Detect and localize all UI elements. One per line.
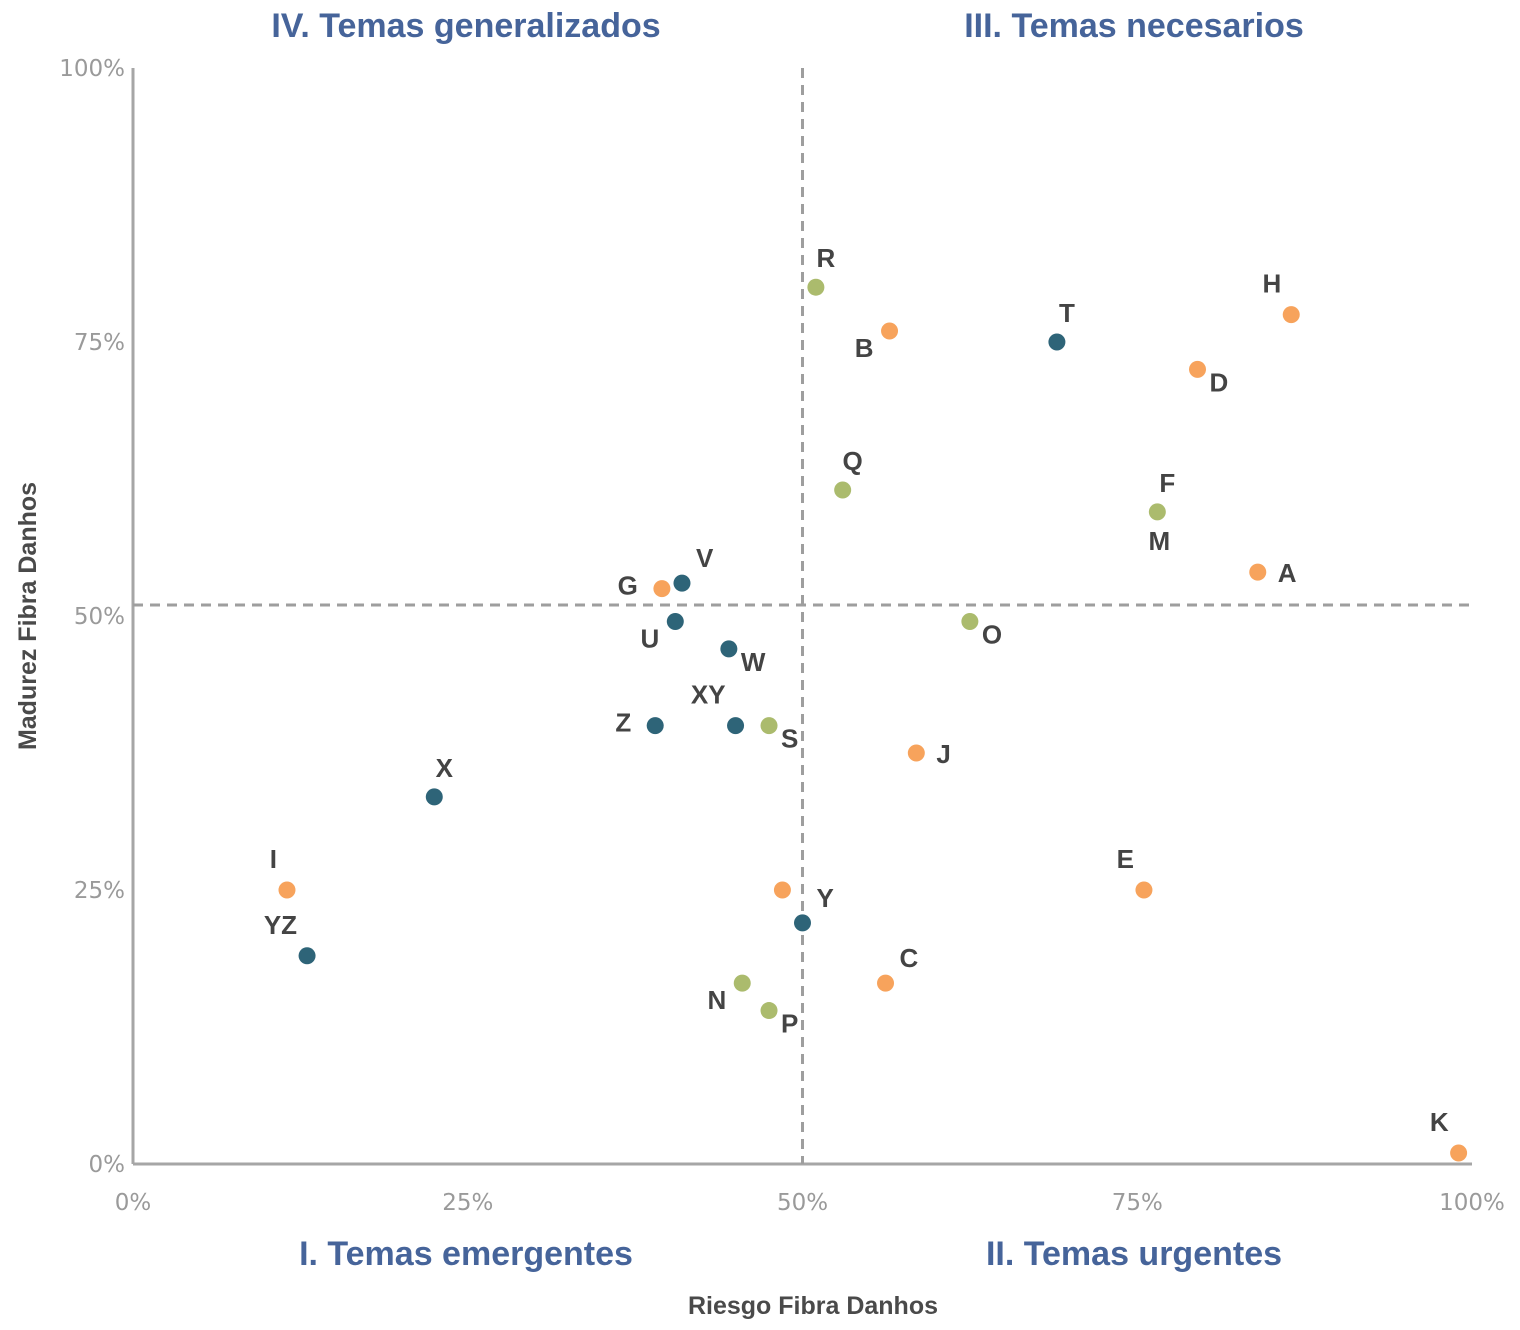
point-a (1249, 563, 1267, 581)
point-h (1282, 306, 1300, 324)
point-label-g: G (618, 571, 638, 601)
y-tick-label: 25% (74, 878, 125, 904)
point-o (961, 612, 979, 630)
point-j (907, 744, 925, 762)
point-z (646, 717, 664, 735)
quadrant-title-bottom-right: II. Temas urgentes (986, 1235, 1282, 1273)
point-label-p: P (781, 1009, 798, 1039)
point-x (425, 788, 443, 806)
point-d (1189, 360, 1207, 378)
point-label-x: X (436, 753, 454, 783)
point-s (760, 717, 778, 735)
point-e (1135, 881, 1153, 899)
x-tick-label: 0% (115, 1190, 152, 1216)
point-yz (298, 947, 316, 965)
quadrant-title-top-left: IV. Temas generalizados (271, 7, 660, 45)
point-label-d: D (1210, 367, 1229, 397)
point-label-k: K (1430, 1107, 1449, 1137)
point-label-xy: XY (691, 680, 726, 710)
point-k (1450, 1144, 1468, 1162)
point-u (666, 612, 684, 630)
point-xy (727, 717, 745, 735)
point-label-t: T (1059, 298, 1075, 328)
point-label-yz: YZ (264, 910, 297, 940)
point-t (1048, 333, 1066, 351)
point-r (807, 278, 825, 296)
quadrant-title-top-right: III. Temas necesarios (964, 7, 1304, 45)
point-label-v: V (696, 543, 714, 573)
point-label-r: R (816, 243, 835, 273)
reference-lines (133, 68, 1472, 1164)
y-tick-label: 50% (74, 604, 125, 630)
point-label-h: H (1262, 269, 1281, 299)
x-tick-label: 25% (442, 1190, 493, 1216)
point-q (834, 481, 852, 499)
x-tick-label: 75% (1112, 1190, 1163, 1216)
point-y (794, 914, 811, 932)
point-n (733, 974, 751, 992)
point-label-u: U (641, 623, 660, 653)
point-label-n: N (707, 985, 726, 1015)
point-label-y: Y (817, 883, 834, 913)
point-label-q: Q (843, 446, 863, 476)
point-f (1148, 503, 1166, 521)
point-label-z: Z (615, 708, 631, 738)
point-label-e: E (1117, 844, 1134, 874)
y-tick-label: 100% (59, 56, 125, 82)
point-label-c: C (900, 943, 919, 973)
point-c (877, 974, 895, 992)
y-axis-title: Madurez Fibra Danhos (14, 482, 42, 750)
point-i (278, 881, 296, 899)
point-label-f: F (1159, 468, 1175, 498)
x-tick-label: 50% (777, 1190, 828, 1216)
quadrant-title-bottom-left: I. Temas emergentes (299, 1235, 633, 1273)
point-label-m: M (1148, 526, 1170, 556)
data-points (278, 278, 1468, 1162)
point-label-s: S (781, 724, 798, 754)
x-axis-title: Riesgo Fibra Danhos (688, 1292, 938, 1320)
y-tick-label: 75% (74, 330, 125, 356)
point-label-o: O (982, 619, 1002, 649)
axis-ticks: 0% 25% 50% 75% 100% 0% 25% 50% 75% 100% (59, 56, 1505, 1216)
point-w (720, 640, 738, 658)
point-p (760, 1002, 778, 1020)
point-label-a: A (1278, 558, 1297, 588)
point-unlabeled (773, 881, 791, 899)
point-label-b: B (855, 333, 874, 363)
point-v (673, 574, 691, 592)
point-b (881, 322, 899, 340)
point-g (653, 580, 671, 598)
x-tick-label: 100% (1439, 1190, 1505, 1216)
point-label-i: I (270, 844, 277, 874)
point-label-w: W (741, 647, 766, 677)
y-tick-label: 0% (89, 1152, 126, 1178)
point-label-j: J (936, 739, 950, 769)
